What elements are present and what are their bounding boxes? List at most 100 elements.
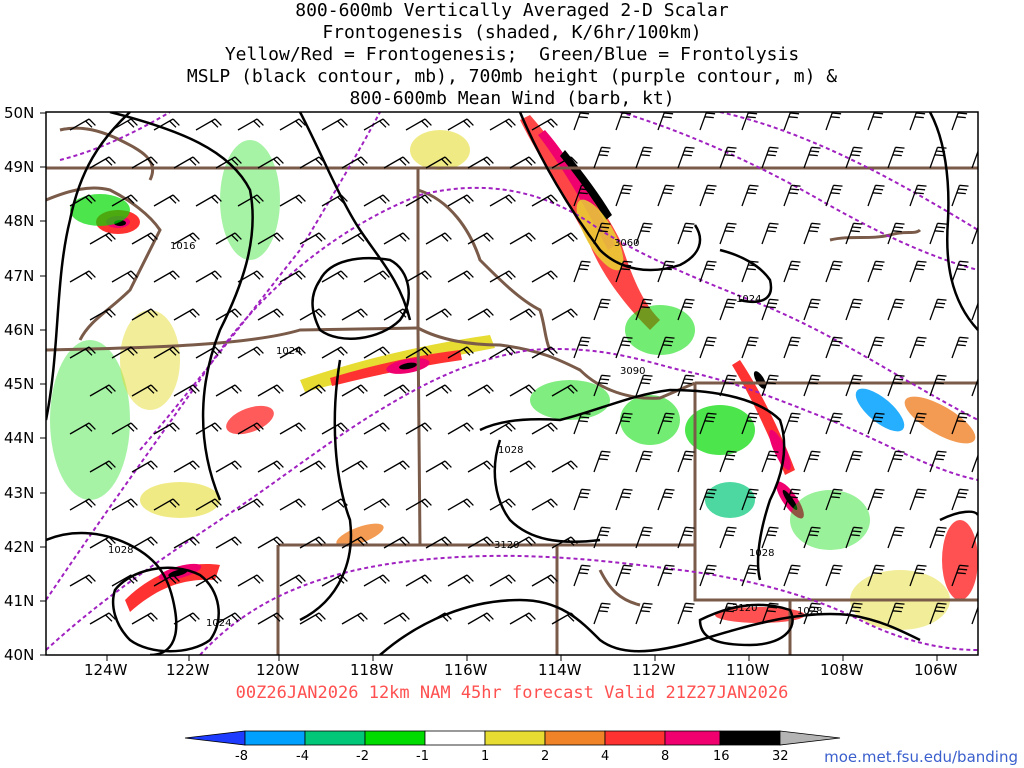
wind-barb: [531, 118, 558, 131]
wind-barb: [887, 298, 905, 321]
colorbar-tick: -2: [356, 749, 369, 764]
colorbar-tick: -1: [416, 749, 429, 764]
wind-barb: [279, 498, 306, 511]
wind-barb: [531, 270, 558, 283]
wind-barb: [573, 336, 591, 359]
lon-label: 114W: [538, 661, 582, 679]
wind-barb: [131, 460, 158, 473]
height-label: 3120: [494, 540, 519, 551]
wind-barb: [783, 336, 801, 359]
wind-barb: [573, 260, 591, 283]
source-credit-link[interactable]: moe.met.fsu.edu/banding: [824, 748, 1018, 766]
wind-barb: [299, 612, 326, 625]
wind-barbs: [69, 112, 978, 625]
wind-barb: [657, 336, 675, 359]
wind-barb: [405, 498, 432, 511]
wind-barb: [405, 270, 432, 283]
wind-barb: [257, 308, 284, 321]
wind-barb: [89, 536, 116, 549]
wind-barb: [383, 156, 410, 169]
wind-barb: [741, 412, 759, 435]
wind-barb: [867, 260, 885, 283]
wind-barb: [867, 184, 885, 207]
wind-barb: [299, 536, 326, 549]
wind-barb: [447, 346, 474, 359]
wind-barb: [489, 118, 516, 131]
wind-barb: [173, 460, 200, 473]
wind-barb: [719, 222, 737, 245]
wind-barb: [825, 336, 843, 359]
wind-barb: [551, 308, 578, 321]
wind-barb: [761, 602, 779, 625]
wind-barb: [405, 194, 432, 207]
wind-barb: [551, 384, 578, 397]
wind-barb: [299, 308, 326, 321]
wind-barb: [677, 222, 695, 245]
wind-barb: [321, 498, 348, 511]
wind-barb: [195, 118, 222, 131]
wind-barb: [741, 336, 759, 359]
wind-barb: [195, 270, 222, 283]
wind-barb: [341, 156, 368, 169]
lat-label: 46N: [4, 321, 34, 339]
wind-barb: [69, 422, 96, 435]
wind-barb: [929, 222, 947, 245]
wind-barb: [447, 270, 474, 283]
lon-ticks: [106, 655, 938, 661]
wind-barb: [699, 112, 716, 131]
lat-label: 50N: [4, 104, 34, 122]
latitude-labels: 50N 49N 48N 47N 46N 45N 44N 43N 42N 41N …: [4, 104, 34, 664]
wind-barb: [215, 232, 242, 245]
colorbar: -8 -4 -2 -1 1 2 4 8 16 32: [184, 730, 841, 764]
wind-barb: [929, 374, 947, 397]
wind-barb: [825, 184, 843, 207]
lon-label: 106W: [914, 661, 958, 679]
wind-barb: [321, 194, 348, 207]
wind-barb: [783, 260, 801, 283]
colorbar-tick: 1: [481, 749, 489, 764]
wind-barb: [929, 602, 947, 625]
wind-barb: [279, 346, 306, 359]
wind-barb: [677, 450, 695, 473]
wind-barb: [677, 526, 695, 549]
wind-barb: [867, 488, 885, 511]
wind-barb: [909, 184, 927, 207]
wind-barb: [551, 536, 578, 549]
wind-barb: [867, 112, 884, 131]
wind-barb: [425, 232, 452, 245]
wind-barb: [551, 612, 578, 625]
wind-barb: [845, 450, 863, 473]
wind-barb: [783, 564, 801, 587]
wind-barb: [489, 346, 516, 359]
wind-barb: [951, 564, 969, 587]
wind-barb: [89, 460, 116, 473]
wind-barb: [845, 146, 863, 169]
wind-barb: [131, 536, 158, 549]
lon-label: 116W: [444, 661, 488, 679]
wind-barb: [531, 574, 558, 587]
wind-barb: [341, 384, 368, 397]
wind-barb: [341, 612, 368, 625]
wind-barb: [257, 156, 284, 169]
wind-barb: [425, 536, 452, 549]
wind-barb: [551, 232, 578, 245]
wind-barb: [909, 260, 927, 283]
wind-barb: [971, 377, 978, 397]
wind-barb: [909, 488, 927, 511]
wind-barb: [279, 422, 306, 435]
wind-barb: [531, 422, 558, 435]
wind-barb: [845, 526, 863, 549]
wind-barb: [153, 498, 180, 511]
wind-barb: [615, 488, 633, 511]
wind-barb: [573, 412, 591, 435]
plot-area: [46, 112, 978, 655]
mslp-contours: [46, 112, 978, 655]
wind-barb: [719, 526, 737, 549]
wind-barb: [257, 460, 284, 473]
colorbar-tick: -4: [296, 749, 309, 764]
wind-barb: [845, 602, 863, 625]
title-line-3: Yellow/Red = Frontogenesis; Green/Blue =…: [224, 44, 800, 65]
wind-barb: [677, 374, 695, 397]
lat-label: 48N: [4, 212, 34, 230]
wind-barb: [447, 194, 474, 207]
